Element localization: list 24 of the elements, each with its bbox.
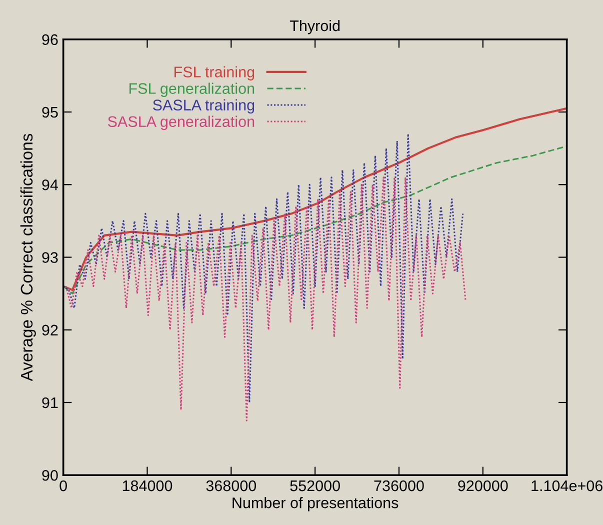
x-tick-label: 0 [60,480,67,492]
y-tick-label: 94 [42,179,58,190]
x-axis-title: Number of presentations [232,497,398,512]
legend-label: FSL generalization [130,82,254,97]
x-tick-label: 920000 [458,480,508,492]
x-tick-label: 1.104e+06 [532,480,602,492]
y-tick-label: 90 [42,470,58,481]
chart-title: Thyroid [290,20,340,34]
y-axis-title: Average % Correct classifications [20,134,36,382]
y-tick-label: 92 [42,324,58,336]
legend-label: SASLA generalization [108,116,254,130]
x-tick-label: 552000 [290,480,340,492]
y-tick-label: 91 [42,397,58,408]
x-tick-label: 736000 [374,480,424,492]
line-series [65,176,466,422]
x-tick-label: 184000 [122,480,172,492]
line-series [63,133,464,404]
legend-label: FSL training [174,66,254,80]
y-tick-label: 93 [42,252,58,263]
legend-label: SASLA training [152,99,254,114]
x-tick-label: 368000 [206,480,256,492]
y-tick-label: 95 [42,106,58,118]
line-series [63,145,567,294]
y-tick-label: 96 [42,34,58,46]
